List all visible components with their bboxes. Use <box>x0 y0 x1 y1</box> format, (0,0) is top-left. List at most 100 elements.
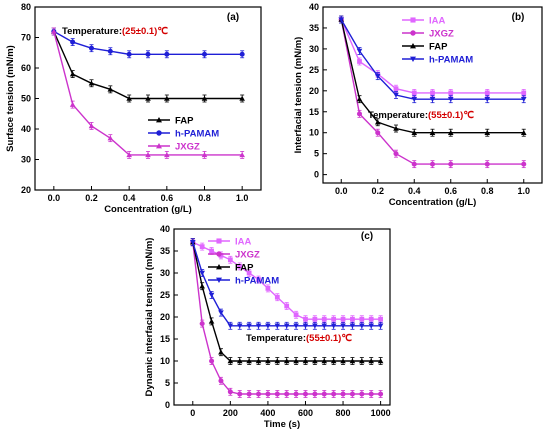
x-tick-label: 0.8 <box>481 186 494 196</box>
data-point <box>429 96 436 102</box>
annotation-value: (55±0.1)℃ <box>306 333 352 344</box>
data-point <box>521 161 527 167</box>
data-point <box>368 316 374 322</box>
x-axis-label: Time (s) <box>264 419 300 430</box>
series-fap <box>338 15 527 137</box>
series-iaa <box>190 238 383 324</box>
x-tick-label: 800 <box>336 408 351 418</box>
y-tick-label: 35 <box>160 246 170 256</box>
data-point <box>88 45 95 51</box>
legend-swatch-marker <box>410 17 416 23</box>
legend-entry: FAP <box>235 263 254 274</box>
data-point <box>51 28 57 34</box>
y-tick-label: 35 <box>309 23 319 33</box>
data-point <box>293 358 299 364</box>
data-point <box>256 277 261 282</box>
panel-label: (b) <box>512 12 525 23</box>
legend: FAP h-PAMAM JXGZ <box>148 116 219 153</box>
y-tick-label: 20 <box>309 86 319 96</box>
data-point <box>349 391 355 397</box>
y-tick-label: 10 <box>309 128 319 138</box>
x-tick-label: 600 <box>298 408 313 418</box>
legend-entry: FAP <box>175 116 194 127</box>
data-point <box>126 95 132 101</box>
data-point <box>199 283 205 289</box>
data-point <box>375 130 381 136</box>
data-point <box>356 96 363 102</box>
annotation-prefix: Temperature: <box>246 333 306 344</box>
data-point <box>237 264 243 269</box>
data-point <box>393 151 399 157</box>
annotation-prefix: Temperature: <box>62 26 122 37</box>
data-point <box>246 323 252 329</box>
data-point <box>377 358 384 364</box>
data-point <box>374 73 381 79</box>
data-point <box>265 391 271 397</box>
data-point <box>331 391 337 397</box>
data-point <box>274 358 281 364</box>
data-point <box>331 316 337 322</box>
data-point <box>208 292 215 298</box>
y-axis-label: Interfacial tension (mN/m) <box>293 37 304 154</box>
data-point <box>338 17 345 23</box>
data-point <box>430 90 435 96</box>
data-point <box>447 129 454 135</box>
legend-entry: IAA <box>429 16 446 27</box>
data-point <box>520 129 527 135</box>
data-point <box>340 316 346 322</box>
data-point <box>227 323 234 329</box>
x-tick-label: 0 <box>190 408 195 418</box>
data-point <box>393 92 399 98</box>
data-point <box>256 391 262 397</box>
data-point <box>88 123 95 129</box>
data-point <box>265 323 271 329</box>
data-point <box>70 39 76 45</box>
data-point <box>126 51 132 57</box>
data-point <box>484 129 491 135</box>
data-point <box>377 323 384 329</box>
data-point <box>274 294 280 300</box>
x-tick-label: 0.0 <box>48 193 61 203</box>
data-point <box>411 96 418 102</box>
data-point <box>246 270 252 276</box>
data-point <box>209 358 215 364</box>
y-tick-label: 0 <box>314 170 319 180</box>
y-tick-label: 30 <box>21 155 31 165</box>
plot-frame <box>322 6 543 184</box>
data-point <box>265 286 271 291</box>
y-tick-label: 80 <box>21 2 31 12</box>
data-point <box>274 391 280 397</box>
legend-swatch-marker <box>410 30 416 36</box>
data-point <box>330 323 337 329</box>
data-point <box>293 312 299 318</box>
y-tick-label: 30 <box>309 44 319 54</box>
data-point <box>374 119 381 125</box>
data-point <box>521 90 527 96</box>
y-tick-label: 5 <box>165 378 170 388</box>
x-axis-label: Concentration (g/L) <box>104 204 192 215</box>
data-point <box>236 358 243 364</box>
data-point <box>293 391 299 397</box>
data-point <box>218 310 224 316</box>
y-tick-label: 0 <box>165 400 170 410</box>
data-point <box>393 86 399 92</box>
y-tick-label: 15 <box>309 107 319 117</box>
data-point <box>199 244 205 249</box>
data-point <box>255 358 262 364</box>
data-point <box>208 318 215 324</box>
legend-entry: JXGZ <box>429 29 454 40</box>
data-point <box>107 48 113 54</box>
legend-swatch-marker <box>216 251 222 257</box>
data-point <box>145 95 151 101</box>
data-point <box>164 152 170 158</box>
temperature-annotation: Temperature:(55±0.1)℃ <box>368 110 474 121</box>
x-tick-label: 200 <box>223 408 238 418</box>
data-point <box>448 161 454 167</box>
data-point <box>201 51 208 57</box>
data-point <box>378 316 383 322</box>
data-point <box>126 152 132 158</box>
y-tick-label: 70 <box>21 33 31 43</box>
legend: IAA JXGZ FAP h-PAMAM <box>402 16 473 66</box>
legend-swatch-marker <box>156 117 162 123</box>
data-point <box>484 90 490 96</box>
